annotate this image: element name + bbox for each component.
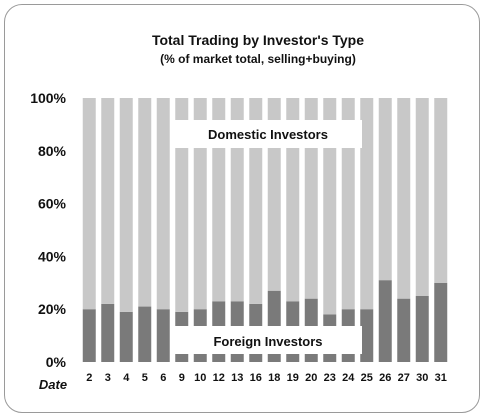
y-tick-label: 60% bbox=[38, 196, 67, 212]
x-tick-label: 24 bbox=[342, 372, 355, 384]
foreign-bar-4 bbox=[119, 311, 133, 362]
domestic-bar-19 bbox=[286, 98, 300, 302]
x-tick-label: 2 bbox=[86, 372, 92, 384]
domestic-bar-30 bbox=[415, 98, 429, 296]
x-tick-label: 31 bbox=[435, 372, 447, 384]
y-tick-label: 80% bbox=[38, 143, 67, 159]
domestic-bar-3 bbox=[101, 98, 115, 304]
foreign-bar-3 bbox=[101, 303, 115, 362]
chart-title: Total Trading by Investor's Type bbox=[152, 32, 364, 48]
y-tick-label: 20% bbox=[38, 301, 67, 317]
domestic-bar-25 bbox=[360, 98, 374, 310]
domestic-bar-9 bbox=[175, 98, 189, 312]
x-tick-label: 26 bbox=[379, 372, 391, 384]
x-tick-label: 13 bbox=[231, 372, 243, 384]
domestic-bar-13 bbox=[230, 98, 244, 302]
x-tick-label: 30 bbox=[416, 372, 428, 384]
x-axis-title: Date bbox=[39, 377, 67, 392]
domestic-bar-4 bbox=[119, 98, 133, 312]
x-tick-label: 18 bbox=[268, 372, 280, 384]
x-tick-label: 19 bbox=[287, 372, 299, 384]
x-tick-label: 3 bbox=[105, 372, 111, 384]
domestic-bar-6 bbox=[156, 98, 170, 310]
domestic-bar-12 bbox=[212, 98, 226, 302]
x-axis-ticks: 2 3 4 5 6 9 10 12 13 16 18 19 20 23 24 25 26 27 30 31 bbox=[86, 372, 447, 384]
x-tick-label: 12 bbox=[213, 372, 225, 384]
y-tick-label: 0% bbox=[46, 354, 67, 370]
foreign-bar-31 bbox=[434, 282, 448, 362]
x-tick-label: 27 bbox=[398, 372, 410, 384]
domestic-label-box bbox=[174, 120, 362, 148]
x-tick-label: 23 bbox=[324, 372, 336, 384]
x-tick-label: 4 bbox=[123, 372, 130, 384]
domestic-bar-20 bbox=[304, 98, 318, 299]
x-tick-label: 5 bbox=[142, 372, 148, 384]
domestic-bar-16 bbox=[249, 98, 263, 304]
domestic-bar-23 bbox=[323, 98, 337, 315]
domestic-bar-31 bbox=[434, 98, 448, 283]
y-axis-ticks: 0% 20% 40% 60% 80% 100% bbox=[30, 90, 66, 370]
foreign-bar-5 bbox=[138, 306, 152, 362]
x-tick-label: 10 bbox=[194, 372, 206, 384]
foreign-bar-26 bbox=[378, 280, 392, 362]
chart-subtitle: (% of market total, selling+buying) bbox=[160, 52, 356, 66]
foreign-label-box bbox=[174, 326, 362, 354]
domestic-bar-10 bbox=[193, 98, 207, 310]
y-tick-label: 40% bbox=[38, 248, 67, 264]
domestic-bar-5 bbox=[138, 98, 152, 307]
x-tick-label: 9 bbox=[179, 372, 185, 384]
domestic-bar-2 bbox=[82, 98, 96, 310]
domestic-bar-24 bbox=[341, 98, 355, 310]
foreign-investors-label: Foreign Investors bbox=[213, 334, 322, 349]
foreign-bar-27 bbox=[397, 298, 411, 362]
domestic-bar-26 bbox=[378, 98, 392, 281]
foreign-bar-6 bbox=[156, 309, 170, 362]
x-tick-label: 25 bbox=[361, 372, 373, 384]
y-tick-label: 100% bbox=[30, 90, 66, 106]
x-tick-label: 20 bbox=[305, 372, 317, 384]
x-tick-label: 16 bbox=[250, 372, 262, 384]
x-tick-label: 6 bbox=[160, 372, 166, 384]
domestic-investors-label: Domestic Investors bbox=[208, 127, 328, 142]
foreign-bar-25 bbox=[360, 309, 374, 362]
foreign-bar-30 bbox=[415, 296, 429, 362]
foreign-bar-2 bbox=[82, 309, 96, 362]
domestic-bar-27 bbox=[397, 98, 411, 299]
